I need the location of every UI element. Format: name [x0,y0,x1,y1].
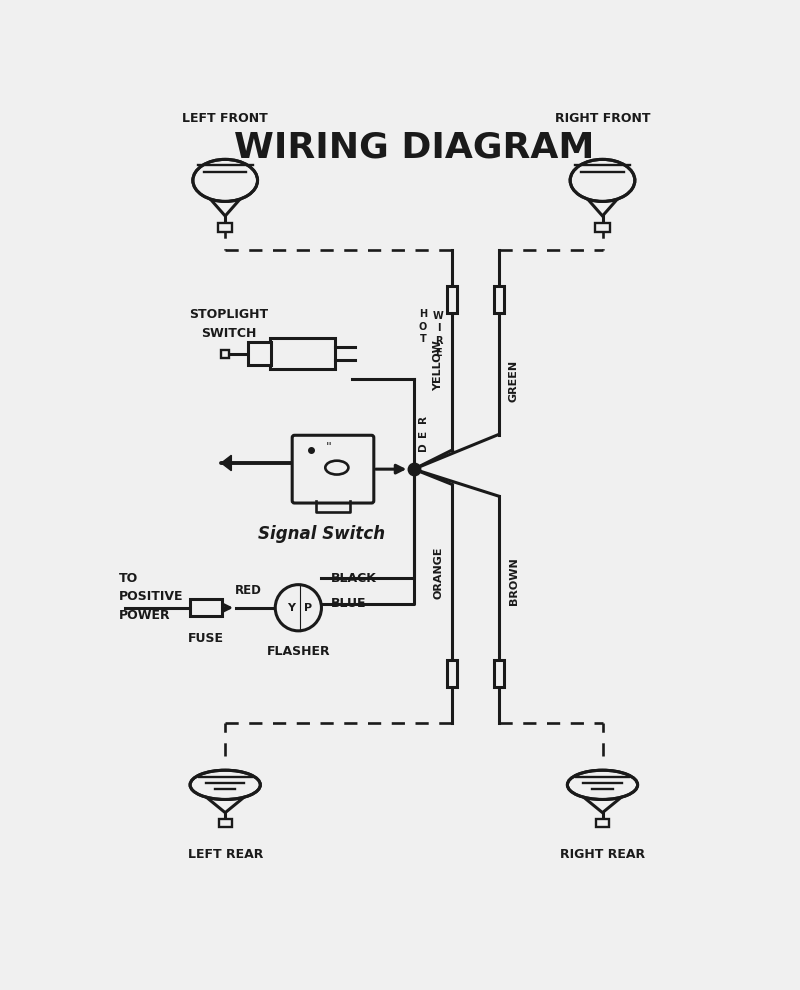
Polygon shape [222,455,231,470]
Text: POSITIVE: POSITIVE [119,590,183,603]
Bar [218,819,232,827]
Text: LEFT REAR: LEFT REAR [187,848,263,861]
Text: STOPLIGHT: STOPLIGHT [190,308,269,322]
Text: Y: Y [286,603,294,613]
Bar [494,659,503,687]
Ellipse shape [326,460,349,474]
Ellipse shape [190,770,260,800]
Text: P: P [303,603,312,613]
Bar [494,286,503,313]
Circle shape [275,585,322,631]
Bar [595,223,610,232]
Text: BROWN: BROWN [509,557,519,605]
Ellipse shape [572,162,634,198]
Text: BLACK: BLACK [330,572,377,585]
Bar [270,339,334,369]
Text: Signal Switch: Signal Switch [258,526,385,544]
Polygon shape [194,181,256,216]
Text: RIGHT REAR: RIGHT REAR [560,848,645,861]
Ellipse shape [567,770,638,800]
Text: YELLOW: YELLOW [434,340,443,391]
Polygon shape [570,786,634,813]
Text: FLASHER: FLASHER [266,644,330,657]
Ellipse shape [191,772,259,797]
Text: TO: TO [119,571,138,585]
Text: RIGHT FRONT: RIGHT FRONT [554,112,650,125]
Ellipse shape [569,772,636,797]
Ellipse shape [194,162,256,198]
Polygon shape [572,181,634,216]
Bar [447,286,458,313]
Bar [218,223,232,232]
Text: FUSE: FUSE [188,633,224,645]
Text: ORANGE: ORANGE [434,546,443,599]
Bar [596,819,609,827]
Text: E: E [418,430,428,437]
Ellipse shape [193,159,258,201]
Polygon shape [193,786,258,813]
Text: POWER: POWER [119,610,170,623]
Text: W
I
R
E: W I R E [433,311,444,358]
Bar [447,659,458,687]
FancyBboxPatch shape [292,436,374,503]
Text: WIRING DIAGRAM: WIRING DIAGRAM [234,131,594,164]
Text: SWITCH: SWITCH [202,327,257,340]
Ellipse shape [570,159,635,201]
Text: ": " [326,442,332,454]
Text: LEFT FRONT: LEFT FRONT [182,112,268,125]
Bar [248,343,271,365]
Text: BLUE: BLUE [330,597,366,611]
Text: D: D [418,443,428,451]
Text: R: R [418,415,428,423]
Bar [190,599,222,616]
Text: RED: RED [235,584,262,597]
Text: GREEN: GREEN [509,359,519,402]
Text: H
O
T: H O T [419,309,427,345]
